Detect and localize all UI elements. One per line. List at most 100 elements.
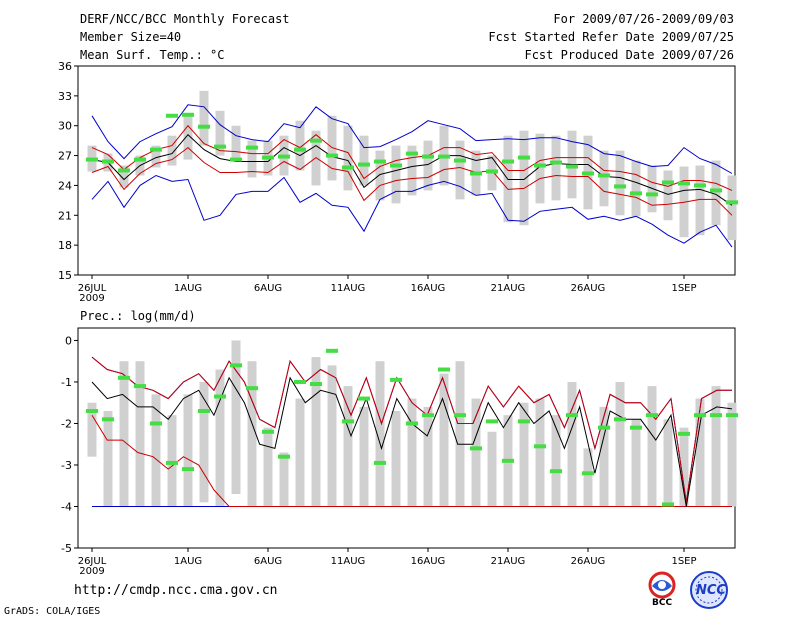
bcc-logo-icon [648, 571, 676, 599]
bcc-logo-text: BCC [652, 598, 673, 608]
temp-marker [374, 159, 386, 164]
temp-box [695, 165, 705, 236]
grads-credit: GrADS: COLA/IGES [4, 606, 101, 617]
temp-ytick-label: 36 [58, 60, 72, 73]
prec-marker [486, 419, 498, 424]
temp-box [407, 145, 417, 196]
temp-min-line [91, 174, 733, 248]
temp-box [631, 160, 641, 217]
temp-lower-line [91, 146, 733, 216]
temp-box [599, 150, 609, 207]
temp-box [391, 145, 401, 204]
prec-box [567, 381, 577, 507]
prec-marker [598, 425, 610, 430]
prec-box [199, 381, 209, 503]
prec-marker [246, 386, 258, 391]
temp-marker [454, 158, 466, 163]
temp-marker [582, 171, 594, 176]
temp-ytick-label: 18 [58, 239, 72, 252]
prec-ytick-label: 0 [65, 334, 72, 347]
temp-box [615, 150, 625, 216]
temp-box [247, 140, 257, 178]
temp-marker [118, 168, 130, 173]
prec-box [711, 386, 721, 507]
prec-marker [342, 419, 354, 424]
prec-box [727, 402, 737, 507]
prec-xtick-label: 26JUL [78, 556, 107, 567]
prec-marker [518, 419, 530, 424]
temp-marker [230, 157, 242, 162]
temp-xtick-label: 26JUL [78, 283, 107, 294]
prec-box [231, 340, 241, 495]
temp-marker [710, 188, 722, 193]
temp-marker [678, 181, 690, 186]
temp-xtick-label: 21AUG [491, 283, 526, 294]
ncc-logo-text: NCC [696, 583, 726, 598]
temp-marker [598, 173, 610, 178]
prec-xtick-label: 16AUG [411, 556, 446, 567]
prec-box [663, 419, 673, 507]
temp-marker [246, 145, 258, 150]
prec-box [695, 398, 705, 507]
temp-box [519, 130, 529, 226]
prec-box [455, 361, 465, 507]
prec-box [167, 415, 177, 507]
temp-xtick-label: 11AUG [331, 283, 366, 294]
prec-marker [214, 394, 226, 399]
temp-marker [614, 184, 626, 189]
prec-upper-line [91, 356, 732, 503]
temp-marker [726, 200, 738, 205]
prec-box [183, 394, 193, 507]
temp-marker [390, 163, 402, 168]
temp-max-line [91, 104, 733, 174]
prec-marker [646, 413, 658, 418]
temp-box [455, 140, 465, 200]
prec-marker [230, 363, 242, 368]
temp-marker [278, 154, 290, 159]
prec-marker [422, 413, 434, 418]
prec-marker [614, 417, 626, 422]
prec-marker [550, 469, 562, 474]
prec-marker [182, 467, 194, 472]
temp-marker [310, 138, 322, 143]
prec-box [487, 431, 497, 507]
temp-box [663, 170, 673, 221]
prec-box [583, 448, 593, 507]
temp-xtick-label: 6AUG [254, 283, 282, 294]
prec-marker [134, 384, 146, 389]
prec-marker [406, 421, 418, 426]
ncc-logo: NCC [686, 570, 732, 610]
prec-marker [726, 413, 738, 418]
temp-marker [518, 155, 530, 160]
source-url[interactable]: http://cmdp.ncc.cma.gov.cn [74, 583, 278, 598]
prec-marker [582, 471, 594, 476]
prec-marker [198, 409, 210, 414]
temp-marker [134, 157, 146, 162]
temp-marker [422, 154, 434, 159]
temp-marker [406, 151, 418, 156]
prec-marker [374, 460, 386, 465]
temp-box [231, 125, 241, 158]
prec-marker [502, 458, 514, 463]
temp-xtick-label: 26AUG [571, 283, 606, 294]
prec-marker [102, 417, 114, 422]
prec-box [87, 402, 97, 457]
prec-marker [278, 454, 290, 459]
prec-box [311, 357, 321, 507]
temp-marker [102, 159, 114, 164]
prec-ytick-label: -1 [61, 376, 72, 389]
prec-box [279, 452, 289, 507]
prec-box [423, 406, 433, 507]
temp-box [359, 135, 369, 186]
prec-box [215, 369, 225, 507]
prec-box [359, 406, 369, 507]
temp-box [119, 165, 129, 188]
prec-box [535, 398, 545, 507]
prec-box [647, 386, 657, 507]
start-refer-date: Fcst Started Refer Date 2009/07/25 [488, 30, 734, 44]
prec-box [119, 361, 129, 507]
temp-marker [150, 147, 162, 152]
prec-marker [390, 377, 402, 382]
temp-marker [470, 171, 482, 176]
forecast-range: For 2009/07/26-2009/09/03 [553, 12, 734, 26]
